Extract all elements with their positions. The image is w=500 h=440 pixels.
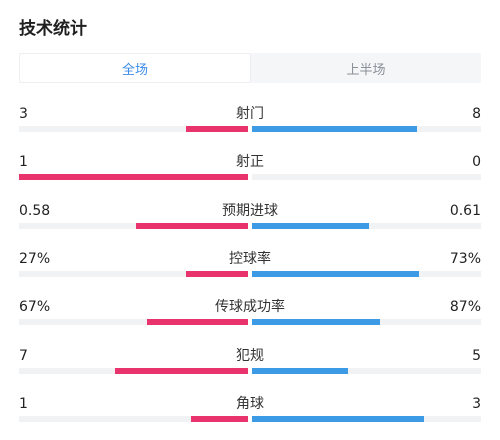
stat-label: 传球成功率 — [215, 299, 285, 315]
home-bar-track — [19, 223, 248, 229]
tab-first-half[interactable]: 上半场 — [346, 62, 386, 78]
away-bar-track — [252, 319, 481, 325]
stat-label: 预期进球 — [222, 203, 278, 219]
home-value: 7 — [19, 348, 28, 364]
home-bar-track — [19, 319, 248, 325]
stat-label: 射门 — [236, 106, 264, 122]
page-title: 技术统计 — [19, 19, 87, 39]
home-bar-track — [19, 271, 248, 277]
stat-row-shots-on-target: 1 射正 0 — [19, 153, 481, 183]
away-bar-track — [252, 126, 481, 132]
stat-label: 犯规 — [236, 348, 264, 364]
home-bar — [186, 271, 248, 277]
away-bar-track — [252, 368, 481, 374]
stat-row-shots: 3 射门 8 — [19, 105, 481, 135]
home-value: 3 — [19, 106, 28, 122]
away-value: 87% — [449, 299, 481, 315]
away-value: 5 — [472, 348, 481, 364]
home-value: 0.58 — [19, 203, 51, 219]
home-value: 1 — [19, 396, 28, 412]
away-value: 0 — [472, 154, 481, 170]
home-value: 67% — [19, 299, 51, 315]
away-value: 0.61 — [449, 203, 481, 219]
away-bar — [252, 368, 349, 374]
home-bar — [147, 319, 248, 325]
away-bar-track — [252, 271, 481, 277]
stat-row-fouls: 7 犯规 5 — [19, 347, 481, 377]
home-value: 1 — [19, 154, 28, 170]
away-bar — [252, 126, 417, 132]
home-bar-track — [19, 368, 248, 374]
away-bar-track — [252, 416, 481, 422]
tab-full-match[interactable]: 全场 — [19, 53, 251, 83]
away-value: 8 — [472, 106, 481, 122]
away-bar — [252, 319, 381, 325]
home-bar — [186, 126, 248, 132]
away-bar — [252, 223, 369, 229]
stat-row-corners: 1 角球 3 — [19, 395, 481, 425]
stat-row-possession: 27% 控球率 73% — [19, 250, 481, 280]
away-bar-track — [252, 174, 481, 180]
period-tabs: 全场 上半场 — [19, 53, 481, 83]
away-value: 3 — [472, 396, 481, 412]
home-bar — [19, 174, 248, 180]
stat-label: 射正 — [236, 154, 264, 170]
away-bar — [252, 271, 420, 277]
home-bar — [190, 416, 248, 422]
home-bar — [115, 368, 248, 374]
home-bar — [135, 223, 248, 229]
stat-row-expected-goals: 0.58 预期进球 0.61 — [19, 202, 481, 232]
stat-row-pass-accuracy: 67% 传球成功率 87% — [19, 298, 481, 328]
away-bar — [252, 416, 424, 422]
home-bar-track — [19, 416, 248, 422]
stat-label: 角球 — [236, 396, 264, 412]
away-bar-track — [252, 223, 481, 229]
away-value: 73% — [449, 251, 481, 267]
home-bar-track — [19, 174, 248, 180]
stat-label: 控球率 — [229, 251, 271, 267]
home-value: 27% — [19, 251, 51, 267]
home-bar-track — [19, 126, 248, 132]
